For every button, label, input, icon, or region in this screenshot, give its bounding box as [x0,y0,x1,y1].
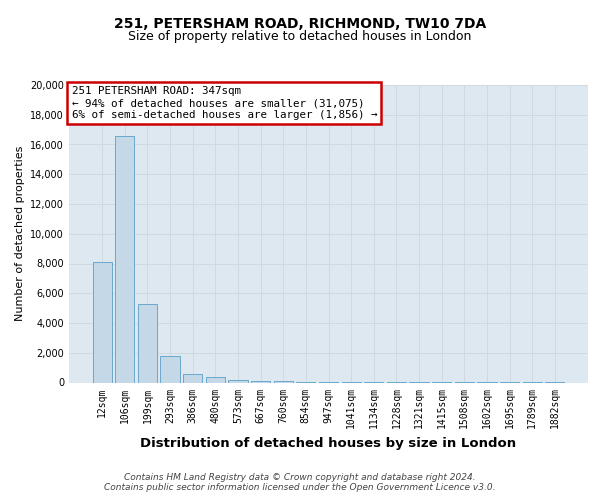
Bar [92,262,112,382]
Text: Contains HM Land Registry data © Crown copyright and database right 2024.
Contai: Contains HM Land Registry data © Crown c… [104,473,496,492]
Bar [183,374,202,382]
Text: 251, PETERSHAM ROAD, RICHMOND, TW10 7DA: 251, PETERSHAM ROAD, RICHMOND, TW10 7DA [114,18,486,32]
Bar [138,304,157,382]
Text: Size of property relative to detached houses in London: Size of property relative to detached ho… [128,30,472,43]
Bar [115,136,134,382]
Bar [206,378,225,382]
Bar [229,380,248,382]
Bar [251,380,270,382]
X-axis label: Distribution of detached houses by size in London: Distribution of detached houses by size … [140,437,517,450]
Bar [160,356,180,382]
Text: 251 PETERSHAM ROAD: 347sqm
← 94% of detached houses are smaller (31,075)
6% of s: 251 PETERSHAM ROAD: 347sqm ← 94% of deta… [71,86,377,120]
Y-axis label: Number of detached properties: Number of detached properties [15,146,25,322]
